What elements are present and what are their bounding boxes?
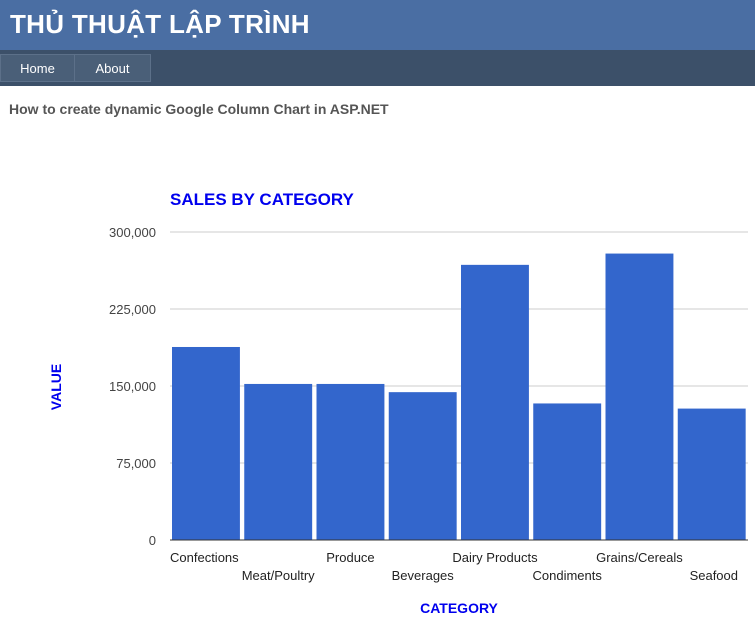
x-category-label: Produce <box>326 550 374 565</box>
y-tick-labels: 0 75,000 150,000 225,000 300,000 <box>109 225 156 548</box>
site-title[interactable]: THỦ THUẬT LẬP TRÌNH <box>10 9 310 39</box>
chart-title: SALES BY CATEGORY <box>170 190 355 209</box>
x-category-label: Confections <box>170 550 239 565</box>
y-tick-label: 150,000 <box>109 379 156 394</box>
x-category-label: Meat/Poultry <box>242 568 315 583</box>
y-tick-label: 300,000 <box>109 225 156 240</box>
bar-produce[interactable] <box>316 383 385 540</box>
bar-condiments[interactable] <box>533 403 602 540</box>
bar-grains-cereals[interactable] <box>605 253 674 540</box>
nav-bar: Home About <box>0 50 755 86</box>
page-subtitle: How to create dynamic Google Column Char… <box>9 101 389 117</box>
bar-beverages[interactable] <box>388 392 457 540</box>
y-tick-label: 75,000 <box>116 456 156 471</box>
x-axis-title: CATEGORY <box>420 600 498 616</box>
nav-about-link[interactable]: About <box>74 54 151 82</box>
x-category-label: Dairy Products <box>452 550 538 565</box>
site-header: THỦ THUẬT LẬP TRÌNH <box>0 0 755 50</box>
bar-seafood[interactable] <box>677 408 746 540</box>
y-axis-title: VALUE <box>48 364 64 410</box>
x-category-label: Condiments <box>533 568 603 583</box>
bar-meat-poultry[interactable] <box>244 383 313 540</box>
bar-confections[interactable] <box>172 346 240 540</box>
x-category-label: Beverages <box>392 568 455 583</box>
bars <box>172 253 746 540</box>
y-tick-label: 225,000 <box>109 302 156 317</box>
y-tick-label: 0 <box>149 533 156 548</box>
x-category-label: Grains/Cereals <box>596 550 683 565</box>
x-category-label: Seafood <box>690 568 738 583</box>
bar-dairy-products[interactable] <box>461 264 529 540</box>
